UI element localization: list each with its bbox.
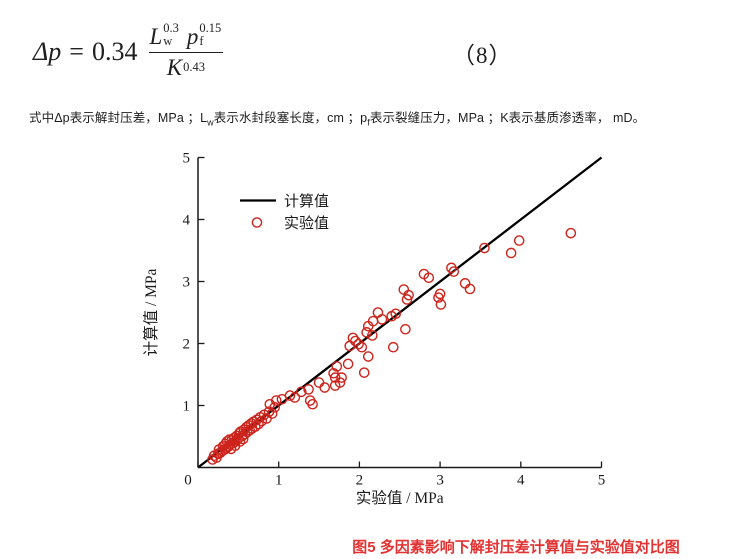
scatter-point	[356, 341, 368, 353]
equals-sign: =	[69, 37, 84, 66]
scatter-point	[390, 308, 402, 320]
description-part-2: 表示水封段塞长度，cm ；p	[213, 111, 368, 125]
denominator-exponent: 0.43	[183, 60, 205, 74]
scatter-point	[513, 235, 525, 246]
x-axis-title: 实验值 / MPa	[356, 489, 444, 507]
scatter-point	[336, 372, 347, 383]
equation-fraction: L 0.3 w p 0.15 f K 0.43	[143, 21, 228, 81]
scatter-point	[342, 358, 354, 370]
numerator-exponent-1: 0.3	[163, 21, 179, 35]
formula-description: 式中Δp表示解封压差，MPa ；Lw表示水封段塞长度，cm ；pf表示裂缝压力，…	[29, 107, 741, 128]
scatter-point	[361, 327, 372, 338]
equation-8: Δp = 0.34 L 0.3 w p 0.15 f K 0.43	[33, 10, 228, 94]
equation-number: （8）	[452, 43, 513, 68]
scatter-point	[434, 288, 446, 300]
scatter-point	[303, 384, 314, 395]
legend-label-calculated: 计算值	[284, 192, 329, 210]
scatter-point	[459, 278, 471, 289]
numerator-subscript-1: w	[163, 33, 173, 48]
x-tick-label: 0	[184, 473, 192, 489]
description-part-1: 式中Δp表示解封压差，MPa ；L	[29, 111, 208, 125]
y-tick-label: 5	[183, 151, 191, 167]
scatter-point	[350, 335, 361, 347]
y-tick-label: 4	[183, 213, 191, 229]
equation-coefficient: 0.34	[91, 37, 138, 66]
scatter-point	[448, 266, 460, 277]
figure-caption: 图5 多因素影响下解封压差计算值与实验值对比图	[352, 539, 680, 556]
fraction-denominator: K 0.43	[148, 51, 223, 81]
scatter-point	[244, 424, 255, 436]
scatter-point	[401, 294, 413, 305]
numerator-subscript-2: f	[199, 33, 204, 48]
x-tick-label: 4	[517, 473, 525, 489]
denominator-base: K	[166, 54, 183, 80]
scatter-point	[331, 361, 343, 372]
description-part-3: 表示裂缝压力，MPa ；K表示基质渗透率， mD。	[369, 111, 646, 125]
scatter-point	[249, 421, 261, 432]
scatter-point	[347, 332, 359, 344]
x-tick-label: 5	[598, 473, 606, 489]
scatter-point	[295, 386, 307, 398]
y-tick-label: 2	[183, 337, 191, 353]
equation-lhs: Δp	[33, 37, 62, 66]
scatter-point	[400, 323, 411, 335]
x-tick-label: 2	[356, 473, 364, 489]
y-tick-label: 1	[183, 399, 191, 415]
scatter-point	[289, 392, 301, 403]
y-tick-label: 3	[183, 275, 191, 291]
scatter-point	[328, 367, 339, 379]
numerator-exponent-2: 0.15	[199, 21, 222, 35]
x-tick-label: 3	[436, 473, 444, 489]
numerator-base-1: L	[149, 23, 163, 49]
scatter-point	[376, 314, 388, 325]
scatter-point	[372, 307, 384, 318]
scatter-point	[565, 227, 577, 239]
scatter-point	[319, 382, 330, 393]
scatter-point	[435, 299, 447, 310]
y-axis-title: 计算值 / MPa	[141, 268, 160, 356]
numerator-base-2: p	[186, 23, 199, 49]
scatter-point	[270, 395, 282, 406]
scatter-point	[313, 377, 325, 388]
scatter-point	[358, 367, 370, 378]
scatter-point	[253, 418, 264, 430]
scatter-point	[362, 351, 374, 362]
legend-label-experimental: 实验值	[284, 215, 329, 232]
scatter-point	[423, 272, 435, 284]
scatter-point	[464, 283, 476, 295]
scatter-point	[353, 338, 364, 350]
scatter-point	[398, 284, 410, 295]
x-tick-label: 1	[275, 473, 283, 489]
legend-circle-sample	[251, 217, 263, 228]
description-subscript-w: w	[207, 117, 214, 128]
scatter-point	[505, 247, 517, 259]
scatter-point	[367, 330, 378, 341]
scatter-figure: 0 1 2 3 4 5 1 2 3 4 5 实验值 / MPa 计算值 / MPa 计算值实验值	[0, 140, 744, 532]
scatter-point	[387, 341, 399, 353]
scatter-point	[284, 390, 296, 401]
scatter-point	[479, 242, 490, 254]
scatter-point	[307, 398, 318, 410]
description-subscript-f: f	[367, 117, 370, 128]
scatter-point	[234, 436, 246, 447]
fraction-numerator: L 0.3 w p 0.15 f	[143, 21, 228, 52]
